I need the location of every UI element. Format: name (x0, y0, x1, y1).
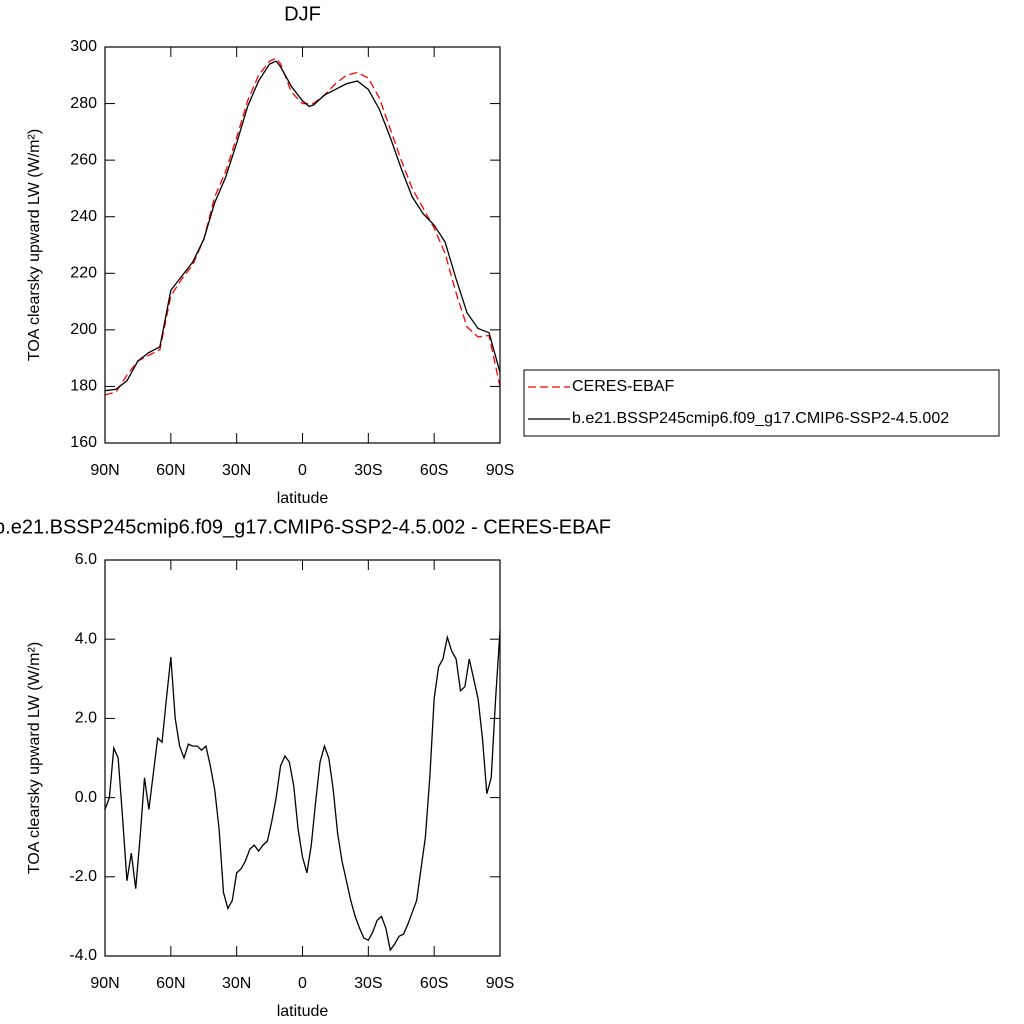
x-tick-label: 30S (354, 975, 382, 992)
data-line (104, 631, 501, 952)
y-tick-label: 240 (70, 208, 97, 225)
x-tick-label: 30N (222, 462, 251, 479)
y-tick-label: -2.0 (69, 868, 97, 885)
chart-title: b.e21.BSSP245cmip6.f09_g17.CMIP6-SSP2-4.… (0, 516, 611, 538)
y-tick-label: 280 (70, 95, 97, 112)
x-tick-label: 30N (222, 975, 251, 992)
plot-frame (104, 46, 501, 444)
legend-label: CERES-EBAF (572, 378, 674, 395)
x-tick-label: 90N (90, 462, 119, 479)
y-tick-label: 180 (70, 378, 97, 395)
y-tick-label: 220 (70, 265, 97, 282)
x-axis-label: latitude (277, 1003, 329, 1020)
legend-box (523, 369, 1000, 437)
x-tick-label: 0 (298, 462, 307, 479)
x-tick-label: 30S (354, 462, 382, 479)
plot-frame (104, 559, 501, 957)
y-tick-label: -4.0 (69, 947, 97, 964)
data-line (104, 60, 501, 392)
x-tick-label: 60S (420, 975, 448, 992)
x-axis-label: latitude (277, 490, 329, 507)
data-line (104, 57, 501, 396)
y-tick-label: 2.0 (75, 710, 97, 727)
y-axis-label: TOA clearsky upward LW (W/m²) (26, 129, 43, 361)
x-tick-label: 90S (486, 462, 514, 479)
chart-title: DJF (284, 3, 321, 25)
y-tick-label: 0.0 (75, 789, 97, 806)
legend-label: b.e21.BSSP245cmip6.f09_g17.CMIP6-SSP2-4.… (572, 410, 949, 427)
y-tick-label: 4.0 (75, 630, 97, 647)
x-tick-label: 60N (156, 975, 185, 992)
x-tick-label: 60N (156, 462, 185, 479)
y-tick-label: 160 (70, 434, 97, 451)
x-tick-label: 0 (298, 975, 307, 992)
y-tick-label: 200 (70, 321, 97, 338)
y-axis-label: TOA clearsky upward LW (W/m²) (26, 642, 43, 874)
y-tick-label: 6.0 (75, 551, 97, 568)
y-tick-label: 300 (70, 38, 97, 55)
x-tick-label: 90S (486, 975, 514, 992)
y-tick-label: 260 (70, 151, 97, 168)
x-tick-label: 90N (90, 975, 119, 992)
x-tick-label: 60S (420, 462, 448, 479)
